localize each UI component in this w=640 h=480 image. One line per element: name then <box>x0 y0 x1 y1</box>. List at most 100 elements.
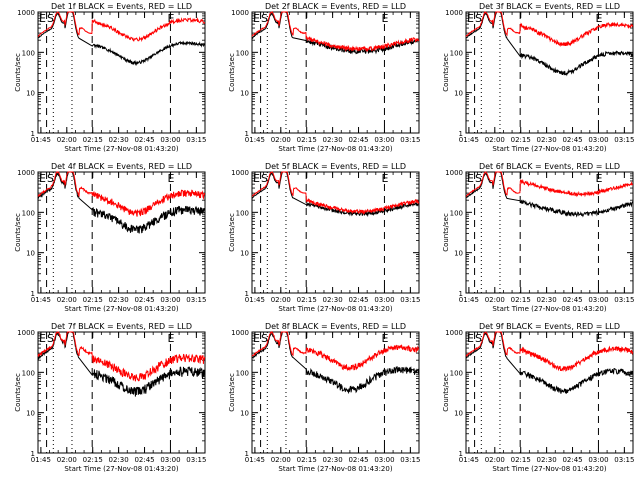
plot-frame <box>251 171 420 294</box>
x-tick-label: 02:15 <box>297 456 317 464</box>
y-axis-label: Counts/sec <box>442 53 450 92</box>
panel-det-4f: Det 4f BLACK = Events, RED = LLD 1 10 100 10… <box>14 162 206 313</box>
y-tick-label: 1000 <box>445 329 463 337</box>
y-tick-label: 100 <box>22 209 35 217</box>
series-events-line <box>251 171 420 218</box>
y-tick-label: 10 <box>454 410 463 418</box>
panel-det-9f: Det 9f BLACK = Events, RED = LLD 1 10 100 10… <box>442 322 634 473</box>
series-lld-line <box>465 331 634 372</box>
x-tick-label: 02:00 <box>485 136 505 144</box>
y-tick-label: 1 <box>459 450 463 458</box>
marker-s: S <box>475 332 482 345</box>
series-events-line <box>37 171 205 234</box>
y-tick-label: 1000 <box>17 169 35 177</box>
marker-e-end: E <box>381 172 388 185</box>
panel-det-5f: Det 5f BLACK = Events, RED = LLD 1 10 100 10… <box>228 162 420 313</box>
y-axis-label: Counts/sec <box>14 53 22 92</box>
x-tick-label: 01:45 <box>31 296 51 304</box>
panel-det-1f: Det 1f BLACK = Events, RED = LLD 1 10 100 10… <box>14 2 206 153</box>
panel-title: Det 6f BLACK = Events, RED = LLD <box>479 162 620 171</box>
y-tick-label: 10 <box>240 250 249 258</box>
panel-det-2f: Det 2f BLACK = Events, RED = LLD 1 10 100 10… <box>228 2 420 153</box>
y-axis-label: Counts/sec <box>14 373 22 412</box>
y-tick-label: 1 <box>459 290 463 298</box>
series-lld-line <box>37 11 206 43</box>
x-axis-label: Start Time (27-Nov-08 01:43:20) <box>278 465 392 473</box>
x-tick-label: 02:00 <box>57 296 77 304</box>
x-tick-label: 03:15 <box>614 456 634 464</box>
panel-title: Det 7f BLACK = Events, RED = LLD <box>51 322 192 331</box>
panel-title: Det 9f BLACK = Events, RED = LLD <box>479 322 620 331</box>
y-tick-label: 1000 <box>445 169 463 177</box>
panel-title: Det 1f BLACK = Events, RED = LLD <box>51 2 192 11</box>
y-tick-label: 1000 <box>231 329 249 337</box>
x-tick-label: 02:45 <box>348 456 368 464</box>
series-events-line <box>465 331 634 394</box>
y-tick-label: 100 <box>450 369 463 377</box>
x-tick-label: 02:30 <box>537 296 557 304</box>
plot-frame <box>251 331 420 454</box>
panel-title: Det 3f BLACK = Events, RED = LLD <box>479 2 620 11</box>
x-tick-label: 02:30 <box>323 456 343 464</box>
marker-s: S <box>261 332 268 345</box>
panel-det-3f: Det 3f BLACK = Events, RED = LLD 1 10 100 10… <box>442 2 634 153</box>
marker-e-end: E <box>381 12 388 25</box>
marker-e: E <box>467 332 474 345</box>
panel-det-7f: Det 7f BLACK = Events, RED = LLD 1 10 100 10… <box>14 322 206 473</box>
x-tick-label: 02:00 <box>57 136 77 144</box>
x-axis-label: Start Time (27-Nov-08 01:43:20) <box>278 305 392 313</box>
plot-frame <box>251 11 420 134</box>
marker-e: E <box>39 332 46 345</box>
x-tick-label: 02:15 <box>511 456 531 464</box>
y-tick-label: 1 <box>245 130 249 138</box>
y-tick-label: 10 <box>240 410 249 418</box>
x-tick-label: 03:00 <box>374 296 394 304</box>
x-tick-label: 03:00 <box>374 136 394 144</box>
x-tick-label: 02:00 <box>271 136 291 144</box>
marker-e: E <box>467 172 474 185</box>
x-tick-label: 03:00 <box>160 296 180 304</box>
y-tick-label: 10 <box>454 250 463 258</box>
series-lld-line <box>251 171 420 216</box>
x-axis-label: Start Time (27-Nov-08 01:43:20) <box>278 145 392 153</box>
x-tick-label: 03:00 <box>374 456 394 464</box>
series-lld-line <box>251 11 420 53</box>
x-tick-label: 03:00 <box>160 456 180 464</box>
y-tick-label: 1 <box>31 450 35 458</box>
series-events-line <box>251 331 420 395</box>
marker-e: E <box>253 12 260 25</box>
x-tick-label: 03:15 <box>186 456 206 464</box>
y-tick-label: 100 <box>22 369 35 377</box>
x-tick-label: 02:45 <box>562 456 582 464</box>
marker-s: S <box>47 172 54 185</box>
series-events-line <box>465 171 634 218</box>
x-axis-label: Start Time (27-Nov-08 01:43:20) <box>64 145 178 153</box>
y-tick-label: 1000 <box>17 329 35 337</box>
marker-s: S <box>261 172 268 185</box>
y-axis-label: Counts/sec <box>442 373 450 412</box>
x-tick-label: 02:15 <box>297 296 317 304</box>
panel-title: Det 2f BLACK = Events, RED = LLD <box>265 2 406 11</box>
x-tick-label: 02:15 <box>511 136 531 144</box>
x-tick-label: 03:15 <box>614 136 634 144</box>
panel-title: Det 4f BLACK = Events, RED = LLD <box>51 162 192 171</box>
series-events-line <box>37 11 206 66</box>
x-tick-label: 02:45 <box>134 296 154 304</box>
marker-e: E <box>253 332 260 345</box>
x-tick-label: 03:15 <box>186 136 206 144</box>
marker-e: E <box>467 12 474 25</box>
y-tick-label: 10 <box>26 410 35 418</box>
x-tick-label: 02:30 <box>109 136 129 144</box>
x-tick-label: 02:15 <box>83 136 103 144</box>
x-tick-label: 02:45 <box>348 296 368 304</box>
x-tick-label: 01:45 <box>459 296 479 304</box>
x-tick-label: 02:30 <box>537 456 557 464</box>
panel-det-6f: Det 6f BLACK = Events, RED = LLD 1 10 100 10… <box>442 162 634 313</box>
y-tick-label: 1 <box>31 290 35 298</box>
x-tick-label: 02:45 <box>562 136 582 144</box>
marker-e: E <box>39 172 46 185</box>
marker-e-end: E <box>167 172 174 185</box>
y-tick-label: 1 <box>245 290 249 298</box>
y-tick-label: 10 <box>26 90 35 98</box>
